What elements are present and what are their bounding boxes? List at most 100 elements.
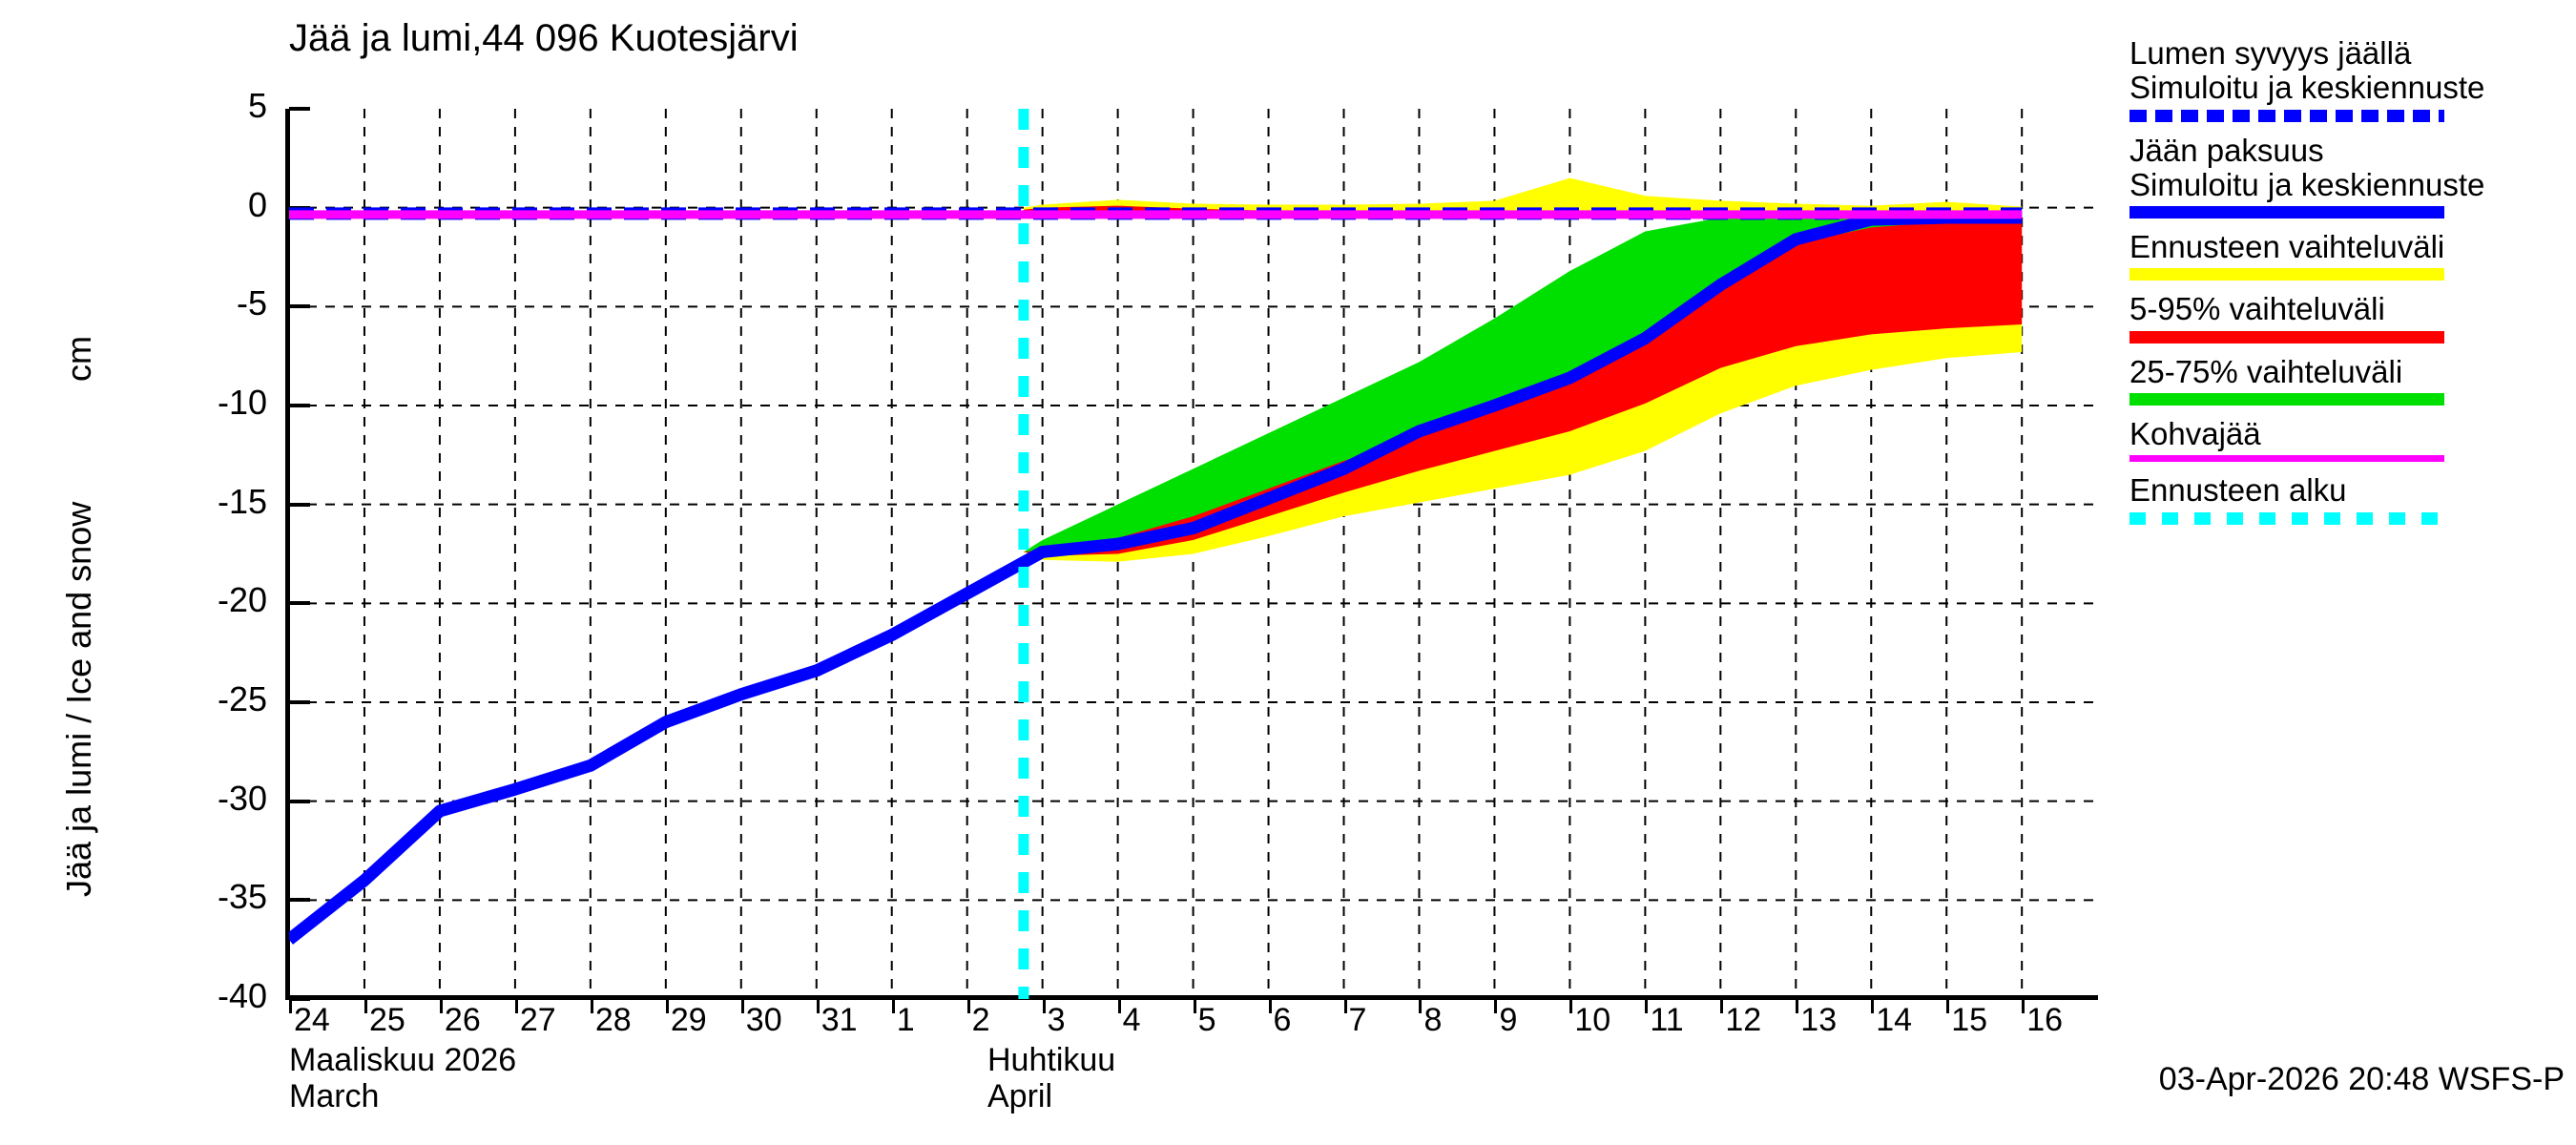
legend-item-label: Kohvajää (2129, 416, 2261, 452)
y-tick-mark (289, 404, 310, 407)
x-tick-mark (514, 1000, 518, 1013)
legend-item: 25-75% vaihteluväli (2129, 353, 2568, 406)
x-tick-label: 3 (1047, 1002, 1066, 1038)
chart-legend: Lumen syvyys jäällä Simuloitu ja keskienn… (2129, 35, 2568, 536)
y-tick-label: -10 (217, 383, 267, 422)
legend-swatch (2129, 511, 2444, 525)
x-tick-mark (740, 1000, 744, 1013)
month-label-march: Maaliskuu 2026 March (289, 1042, 516, 1114)
x-tick-label: 31 (821, 1002, 858, 1038)
y-tick-label: 0 (247, 184, 267, 224)
y-tick-mark (289, 898, 310, 903)
y-tick-mark (289, 502, 310, 507)
x-tick-label: 25 (368, 1002, 405, 1038)
legend-item: Ennusteen vaihteluväli (2129, 229, 2568, 281)
x-tick-label: 9 (1499, 1002, 1518, 1038)
x-axis-line (285, 995, 2098, 1000)
x-tick-mark (966, 1000, 970, 1013)
y-tick-label: -25 (217, 679, 267, 718)
y-tick-label: 5 (247, 86, 267, 125)
y-axis-line (285, 109, 290, 999)
x-tick-label: 1 (896, 1002, 915, 1038)
legend-item: Ennusteen alku (2129, 473, 2568, 525)
x-tick-mark (364, 1000, 367, 1013)
x-tick-label: 12 (1725, 1002, 1762, 1038)
month-label-april-en: April (987, 1078, 1053, 1115)
y-tick-label: -30 (217, 778, 267, 818)
plot-area (289, 109, 2094, 999)
x-tick-label: 5 (1197, 1002, 1216, 1038)
x-tick-label: 16 (2026, 1002, 2064, 1038)
y-tick-mark (289, 601, 310, 606)
x-tick-mark (1720, 1000, 1724, 1013)
x-tick-mark (1796, 1000, 1799, 1013)
x-tick-label: 24 (294, 1002, 330, 1038)
legend-swatch (2129, 330, 2444, 344)
y-tick-label: -35 (217, 877, 267, 917)
x-tick-label: 4 (1122, 1002, 1141, 1038)
x-tick-mark (665, 1000, 669, 1013)
legend-item-label: Simuloitu ja keskiennuste (2129, 166, 2485, 202)
plot-svg (289, 109, 2094, 999)
legend-item-label: Ennusteen vaihteluväli (2129, 229, 2445, 265)
legend-item: Kohvajää (2129, 416, 2568, 463)
x-tick-label: 29 (670, 1002, 707, 1038)
x-tick-mark (1042, 1000, 1046, 1013)
x-tick-mark (1871, 1000, 1875, 1013)
month-label-april: Huhtikuu April (987, 1042, 1115, 1114)
band-ffff00 (1023, 177, 2023, 214)
legend-item: 5-95% vaihteluväli (2129, 291, 2568, 344)
footer-timestamp: 03-Apr-2026 20:48 WSFS-P (2158, 1061, 2565, 1097)
y-tick-label: -5 (236, 283, 267, 323)
x-tick-label: 15 (1951, 1002, 1988, 1038)
x-tick-label: 2 (971, 1002, 990, 1038)
y-tick-mark (289, 700, 310, 704)
month-label-march-fi: Maaliskuu 2026 (289, 1042, 517, 1078)
legend-swatch (2129, 393, 2444, 406)
y-tick-mark (289, 304, 310, 309)
y-axis-title: Jää ja lumi / Ice and snow (59, 501, 98, 897)
x-tick-label: 27 (519, 1002, 556, 1038)
x-tick-label: 28 (594, 1002, 632, 1038)
x-tick-label: 14 (1876, 1002, 1913, 1038)
legend-item-title: Lumen syvyys jäällä (2129, 35, 2412, 71)
legend-item: Jään paksuus Simuloitu ja keskiennuste (2129, 132, 2568, 219)
x-tick-label: 8 (1423, 1002, 1443, 1038)
legend-swatch (2129, 455, 2444, 463)
x-tick-mark (1117, 1000, 1121, 1013)
x-tick-mark (590, 1000, 593, 1013)
y-tick-mark (289, 997, 310, 1001)
legend-item-label: 25-75% vaihteluväli (2129, 353, 2403, 389)
x-tick-mark (1268, 1000, 1272, 1013)
x-tick-mark (1494, 1000, 1498, 1013)
x-tick-label: 7 (1348, 1002, 1367, 1038)
x-tick-mark (1569, 1000, 1573, 1013)
y-tick-mark (289, 107, 310, 111)
x-tick-mark (2022, 1000, 2025, 1013)
x-tick-label: 13 (1800, 1002, 1838, 1038)
series-line (289, 211, 2023, 945)
legend-item-label: Simuloitu ja keskiennuste (2129, 70, 2485, 106)
data-series (289, 207, 2023, 945)
x-tick-label: 6 (1273, 1002, 1292, 1038)
y-tick-label: -40 (217, 976, 267, 1015)
x-tick-mark (439, 1000, 443, 1013)
x-tick-mark (1645, 1000, 1649, 1013)
y-tick-label: -15 (217, 481, 267, 521)
legend-swatch (2129, 268, 2444, 281)
month-label-april-fi: Huhtikuu (987, 1042, 1116, 1078)
legend-swatch (2129, 206, 2444, 219)
legend-item: Lumen syvyys jäällä Simuloitu ja keskienn… (2129, 35, 2568, 122)
x-tick-mark (1343, 1000, 1347, 1013)
y-tick-label: -20 (217, 580, 267, 620)
y-axis-unit: cm (59, 336, 98, 382)
legend-item-title: Jään paksuus (2129, 132, 2324, 168)
x-tick-mark (289, 1000, 292, 1013)
legend-item-label: 5-95% vaihteluväli (2129, 291, 2385, 327)
band-00e000 (1023, 218, 2023, 552)
x-tick-mark (891, 1000, 895, 1013)
x-tick-label: 11 (1650, 1002, 1684, 1038)
x-tick-label: 26 (444, 1002, 481, 1038)
x-tick-mark (816, 1000, 820, 1013)
